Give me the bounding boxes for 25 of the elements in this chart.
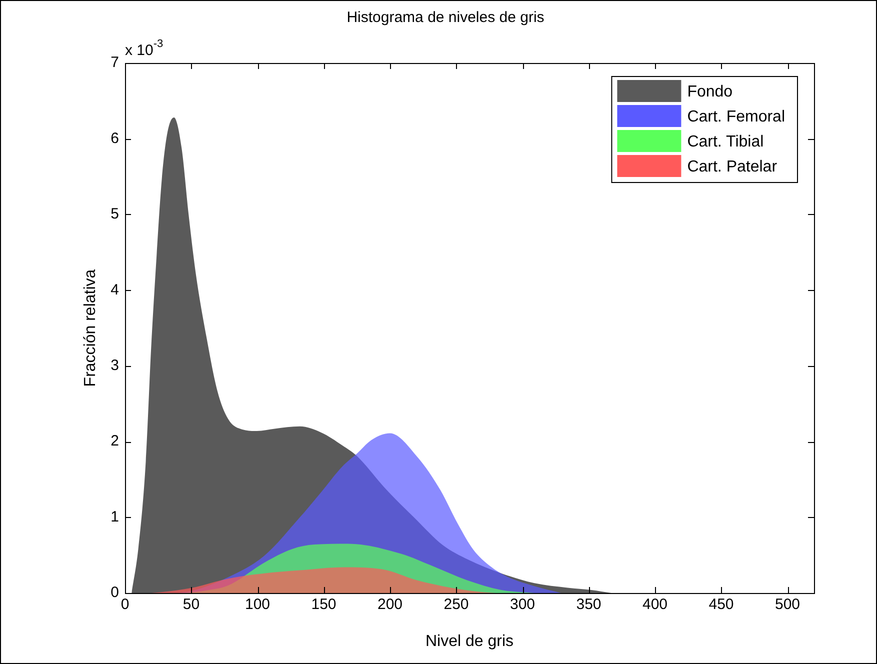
x-tick-label: 250 — [444, 596, 469, 614]
legend-label: Fondo — [687, 83, 733, 100]
y-axis-title: Fracción relativa — [82, 269, 100, 387]
legend-label: Cart. Femoral — [687, 108, 785, 126]
y-tick-label: 2 — [110, 432, 119, 450]
y-tick-label: 3 — [110, 357, 119, 374]
y-tick-label: 5 — [110, 206, 119, 223]
legend-label: Cart. Patelar — [687, 158, 778, 176]
y-tick-label: 6 — [110, 130, 119, 147]
x-tick-label: 400 — [642, 596, 668, 614]
x-tick-label: 300 — [510, 596, 536, 614]
chart-title: Histograma de niveles de gris — [346, 9, 544, 26]
x-tick-label: 50 — [182, 596, 200, 614]
y-tick-label: 4 — [110, 281, 119, 298]
y-tick-label: 0 — [110, 584, 119, 602]
x-axis-title: Nivel de gris — [425, 632, 514, 650]
x-tick-label: 150 — [311, 596, 336, 614]
x-tick-label: 450 — [708, 596, 734, 614]
y-tick-label: 1 — [110, 508, 119, 526]
x-tick-label: 100 — [244, 596, 270, 614]
legend-label: Cart. Tibial — [687, 133, 764, 150]
y-tick-label: 7 — [110, 54, 119, 72]
x-tick-label: 200 — [377, 596, 403, 614]
x-tick-label: 500 — [774, 596, 800, 614]
x-tick-label: 350 — [576, 596, 602, 614]
